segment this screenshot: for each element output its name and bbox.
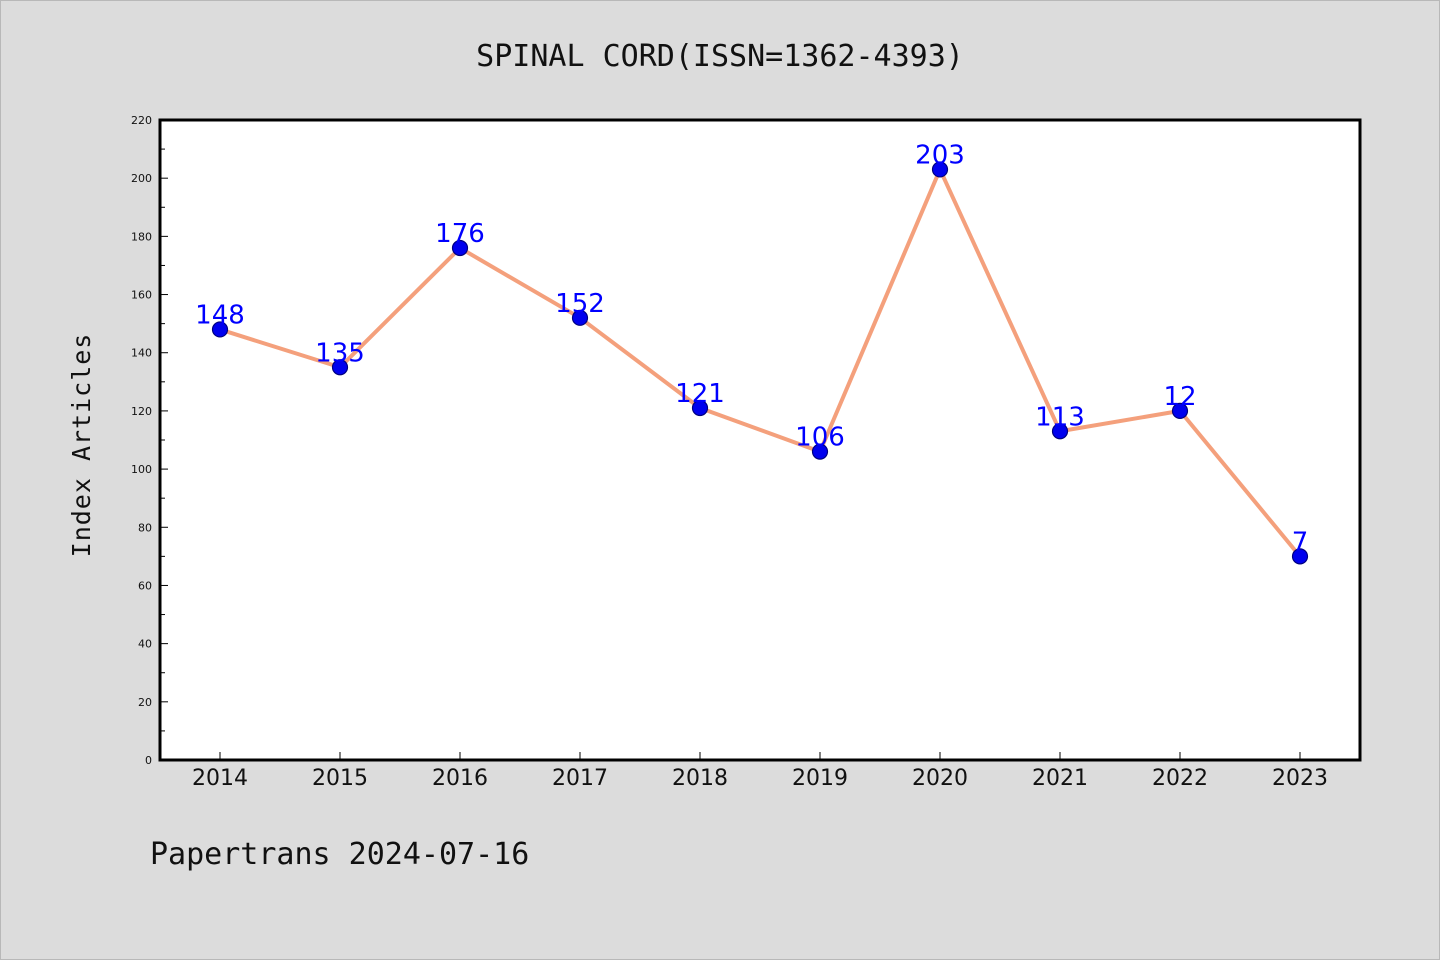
data-label: 176 <box>435 219 485 249</box>
data-label: 152 <box>555 289 605 319</box>
x-tick-label: 2014 <box>192 766 248 791</box>
chart-title: SPINAL CORD(ISSN=1362-4393) <box>476 39 964 74</box>
y-tick-label: 100 <box>131 463 152 476</box>
x-tick-label: 2023 <box>1272 766 1328 791</box>
data-label: 7 <box>1292 527 1309 557</box>
plot-area <box>160 120 1360 760</box>
y-tick-label: 20 <box>138 696 152 709</box>
y-axis-label: Index Articles <box>67 333 96 558</box>
y-tick-label: 140 <box>131 347 152 360</box>
footer-note: Papertrans 2024-07-16 <box>150 837 529 872</box>
y-tick-label: 0 <box>145 754 152 767</box>
data-point <box>691 399 709 417</box>
data-point <box>1051 423 1069 440</box>
y-tick-label: 40 <box>138 638 152 651</box>
data-point <box>931 161 949 178</box>
data-point <box>211 321 229 338</box>
y-tick-label: 160 <box>131 289 152 302</box>
data-label: 121 <box>675 379 725 409</box>
y-tick-label: 120 <box>131 405 152 418</box>
data-point <box>1291 548 1309 565</box>
y-tick-label: 80 <box>138 521 152 534</box>
x-tick-label: 2021 <box>1032 766 1088 791</box>
y-tick-label: 200 <box>131 172 152 185</box>
data-label: 148 <box>195 300 245 330</box>
y-axis-ticks: 0 20 40 60 80 100 120 140 160 180 200 220 <box>131 114 168 767</box>
data-label: 12 <box>1163 382 1196 412</box>
x-tick-label: 2015 <box>312 766 368 791</box>
y-tick-label: 180 <box>131 230 152 243</box>
data-label: 106 <box>795 423 845 453</box>
data-label: 135 <box>315 338 365 368</box>
data-label: 203 <box>915 140 965 170</box>
data-point <box>451 239 469 257</box>
plot-frame <box>158 118 1362 762</box>
series-group: 148 135 176 152 121 106 203 113 12 7 <box>195 140 1309 565</box>
x-axis-ticks: 2014 2015 2016 2017 2018 2019 2020 2021 2022 2023 <box>192 752 1328 791</box>
series-line <box>218 167 1302 559</box>
x-tick-label: 2019 <box>792 766 848 791</box>
y-tick-label: 60 <box>138 579 152 592</box>
data-point <box>331 359 349 376</box>
x-tick-label: 2022 <box>1152 766 1208 791</box>
x-tick-label: 2020 <box>912 766 968 791</box>
data-point <box>571 309 589 326</box>
y-tick-label: 220 <box>131 114 152 127</box>
x-tick-label: 2016 <box>432 766 488 791</box>
data-label: 113 <box>1035 402 1085 432</box>
data-point <box>1171 402 1189 420</box>
data-point <box>811 443 829 460</box>
x-tick-label: 2017 <box>552 766 608 791</box>
x-tick-label: 2018 <box>672 766 728 791</box>
